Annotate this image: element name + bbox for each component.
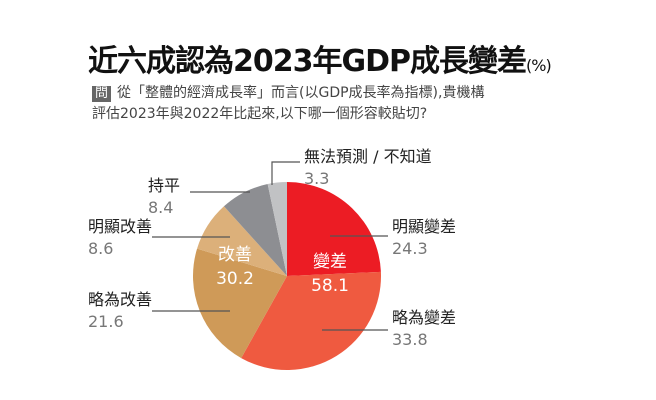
group-worse-value: 58.1 bbox=[311, 276, 349, 296]
label-unknown: 無法預測 / 不知道 3.3 bbox=[304, 146, 432, 190]
label-sig-improve-value: 8.6 bbox=[88, 239, 114, 258]
title-text: 近六成認為2023年GDP成長變差 bbox=[88, 44, 527, 79]
group-improve-value: 30.2 bbox=[216, 269, 254, 289]
label-sig-improve: 明顯改善 8.6 bbox=[88, 216, 152, 260]
slice-flat bbox=[223, 184, 287, 276]
slice-sig-improve bbox=[197, 206, 287, 276]
label-sig-worse: 明顯變差 24.3 bbox=[392, 216, 456, 260]
label-slight-worse-name: 略為變差 bbox=[392, 308, 457, 327]
question-line1: 從「整體的經濟成長率」而言(以GDP成長率為指標),貴機構 bbox=[117, 85, 485, 101]
label-sig-worse-value: 24.3 bbox=[392, 239, 428, 258]
chart-title: 近六成認為2023年GDP成長變差(%) bbox=[88, 36, 552, 80]
label-unknown-value: 3.3 bbox=[304, 169, 330, 188]
group-improve: 改善 30.2 bbox=[205, 243, 265, 291]
label-slight-worse-value: 33.8 bbox=[392, 330, 428, 349]
slice-unknown bbox=[267, 182, 287, 276]
label-slight-improve-value: 21.6 bbox=[88, 312, 124, 331]
question-line2: 評估2023年與2022年比起來,以下哪一個形容較貼切? bbox=[92, 106, 428, 122]
slice-slight-improve bbox=[192, 248, 287, 359]
group-worse-label: 變差 bbox=[313, 252, 347, 272]
slice-sig-worse bbox=[287, 182, 381, 276]
label-flat: 持平 8.4 bbox=[148, 175, 180, 219]
slice-slight-worse bbox=[241, 271, 381, 370]
question-tag: 問 bbox=[92, 86, 112, 102]
label-flat-value: 8.4 bbox=[148, 198, 174, 217]
label-slight-worse: 略為變差 33.8 bbox=[392, 307, 456, 351]
label-flat-name: 持平 bbox=[148, 176, 181, 195]
label-slight-improve: 略為改善 21.6 bbox=[88, 289, 152, 333]
label-sig-improve-name: 明顯改善 bbox=[88, 217, 153, 236]
question: 問從「整體的經濟成長率」而言(以GDP成長率為指標),貴機構 評估2023年與2… bbox=[92, 83, 612, 125]
label-unknown-name: 無法預測 / 不知道 bbox=[304, 147, 432, 166]
label-sig-worse-name: 明顯變差 bbox=[392, 217, 457, 236]
title-unit: (%) bbox=[526, 56, 552, 75]
label-slight-improve-name: 略為改善 bbox=[88, 290, 153, 309]
leader-unknown bbox=[271, 161, 300, 185]
group-worse: 變差 58.1 bbox=[300, 250, 360, 298]
group-improve-label: 改善 bbox=[218, 245, 252, 265]
